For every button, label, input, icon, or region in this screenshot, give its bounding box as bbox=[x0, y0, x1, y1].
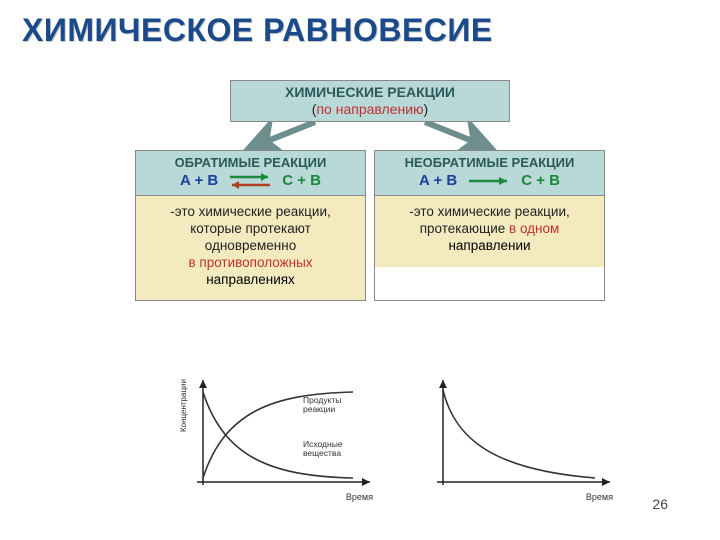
graph-reversible: Концентрации Время Продуктыреакции Исход… bbox=[185, 370, 385, 500]
root-box: ХИМИЧЕСКИЕ РЕАКЦИИ (по направлению) bbox=[230, 80, 510, 122]
column-reversible: ОБРАТИМЫЕ РЕАКЦИИ A + B C + B -это химич… bbox=[135, 150, 366, 301]
equation-reversible: A + B C + B bbox=[142, 172, 359, 189]
annotation-reagents: Исходныевещества bbox=[303, 440, 343, 458]
root-header: ХИМИЧЕСКИЕ РЕАКЦИИ bbox=[231, 81, 509, 101]
equation-irreversible: A + B C + B bbox=[381, 172, 598, 189]
xlabel-right: Время bbox=[586, 492, 613, 502]
single-arrow-icon bbox=[467, 176, 511, 186]
annotation-products: Продуктыреакции bbox=[303, 396, 341, 414]
connector-arrows bbox=[135, 122, 605, 150]
column-irreversible: НЕОБРАТИМЫЕ РЕАКЦИИ A + B C + B -это хим… bbox=[374, 150, 605, 301]
graphs-row: Концентрации Время Продуктыреакции Исход… bbox=[185, 370, 625, 500]
xlabel-left: Время bbox=[346, 492, 373, 502]
curve-decay bbox=[443, 390, 595, 478]
col-body-reversible: -это химические реакции, которые протека… bbox=[136, 196, 365, 300]
col-title-irreversible: НЕОБРАТИМЫЕ РЕАКЦИИ bbox=[381, 155, 598, 170]
body-highlight: в одном bbox=[509, 221, 559, 236]
col-head-irreversible: НЕОБРАТИМЫЕ РЕАКЦИИ A + B C + B bbox=[375, 151, 604, 196]
col-title-reversible: ОБРАТИМЫЕ РЕАКЦИИ bbox=[142, 155, 359, 170]
double-arrow-icon bbox=[228, 173, 272, 189]
root-subtitle-highlight: по направлению bbox=[316, 101, 423, 117]
ylabel-left: Концентрации bbox=[179, 379, 188, 432]
col-body-irreversible: -это химические реакции, протекающие в о… bbox=[375, 196, 604, 267]
root-subtitle: (по направлению) bbox=[231, 101, 509, 121]
graph-irreversible: Время bbox=[425, 370, 625, 500]
page-number: 26 bbox=[652, 496, 668, 512]
page-title: ХИМИЧЕСКОЕ РАВНОВЕСИЕ bbox=[22, 12, 493, 49]
body-highlight: в противоположных bbox=[188, 255, 312, 270]
col-head-reversible: ОБРАТИМЫЕ РЕАКЦИИ A + B C + B bbox=[136, 151, 365, 196]
columns: ОБРАТИМЫЕ РЕАКЦИИ A + B C + B -это химич… bbox=[135, 150, 605, 301]
classification-diagram: ХИМИЧЕСКИЕ РЕАКЦИИ (по направлению) ОБРА… bbox=[135, 80, 605, 301]
